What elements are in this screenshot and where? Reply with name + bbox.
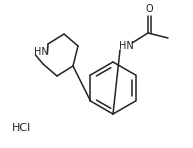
Text: HN: HN (119, 41, 133, 51)
Text: O: O (145, 4, 153, 14)
Text: HN: HN (34, 47, 49, 57)
Text: HCl: HCl (12, 123, 32, 133)
